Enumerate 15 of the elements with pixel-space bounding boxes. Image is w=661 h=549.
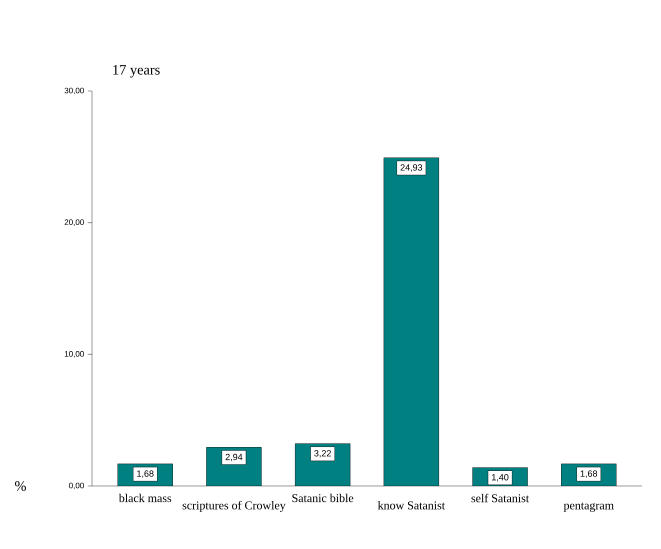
x-tick-label: pentagram <box>564 502 614 512</box>
data-label: 24,93 <box>400 164 422 172</box>
data-label: 1,68 <box>137 470 154 478</box>
y-axis-title: % <box>15 481 26 491</box>
bar <box>384 158 439 486</box>
data-label: 2,94 <box>226 454 242 462</box>
x-tick-label: self Satanist <box>471 494 530 502</box>
x-tick-label: know Satanist <box>378 501 445 510</box>
x-tick-label: scriptures of Crowley <box>182 500 286 512</box>
chart-title: 17 years <box>113 64 160 78</box>
data-label: 1,68 <box>580 470 598 478</box>
x-tick-label: Satanic bible <box>292 494 354 502</box>
x-tick-label: black mass <box>118 494 172 502</box>
data-label: 1,40 <box>492 474 508 482</box>
data-label: 3,22 <box>314 450 331 458</box>
